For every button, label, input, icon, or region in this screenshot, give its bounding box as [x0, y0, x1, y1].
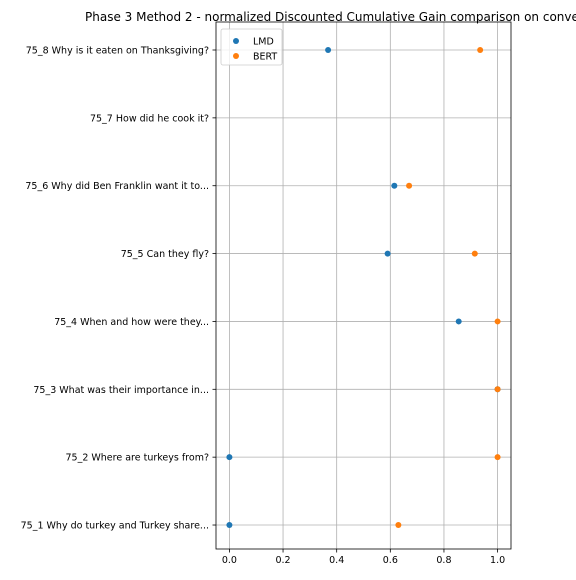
point-bert [494, 454, 501, 461]
grid [216, 22, 511, 549]
y-tick-label: 75_5 Can they fly? [121, 249, 209, 260]
point-bert [395, 522, 402, 529]
point-lmd [226, 454, 233, 461]
point-lmd [391, 182, 398, 189]
legend-label-lmd: LMD [253, 37, 274, 48]
y-tick-label: 75_2 Where are turkeys from? [65, 453, 209, 464]
legend: LMD BERT [220, 28, 283, 66]
legend-label-bert: BERT [253, 52, 277, 63]
x-tick-label: 0.8 [436, 555, 451, 566]
x-tick-label: 1.0 [490, 555, 505, 566]
legend-marker-bert [233, 53, 239, 59]
y-tick-label: 75_6 Why did Ben Franklin want it to... [25, 181, 209, 192]
axes-frame [215, 21, 512, 550]
point-lmd [226, 522, 233, 529]
legend-marker-lmd [233, 38, 239, 44]
chart-title: Phase 3 Method 2 - normalized Discounted… [85, 10, 576, 24]
point-lmd [455, 318, 462, 325]
y-tick-label: 75_8 Why is it eaten on Thanksgiving? [26, 46, 209, 57]
x-tick-label: 0.6 [383, 555, 398, 566]
x-tick-label: 0.2 [275, 555, 290, 566]
y-tick-label: 75_3 What was their importance in... [33, 385, 209, 396]
ticks: 0.0 0.2 0.4 0.6 0.8 1.0 75_1 Why do turkey and… [21, 46, 506, 567]
point-lmd [325, 47, 332, 53]
x-tick-label: 0.0 [222, 555, 237, 566]
point-bert [494, 318, 501, 325]
y-tick-label: 75_4 When and how were they... [54, 317, 209, 328]
point-bert [471, 250, 478, 257]
point-lmd [384, 250, 391, 257]
point-bert [477, 47, 484, 53]
x-tick-label: 0.4 [329, 555, 344, 566]
point-bert [406, 182, 413, 189]
point-bert [494, 386, 501, 393]
data-points [226, 47, 501, 529]
y-tick-label: 75_1 Why do turkey and Turkey share... [21, 521, 209, 532]
y-tick-label: 75_7 How did he cook it? [90, 113, 209, 124]
